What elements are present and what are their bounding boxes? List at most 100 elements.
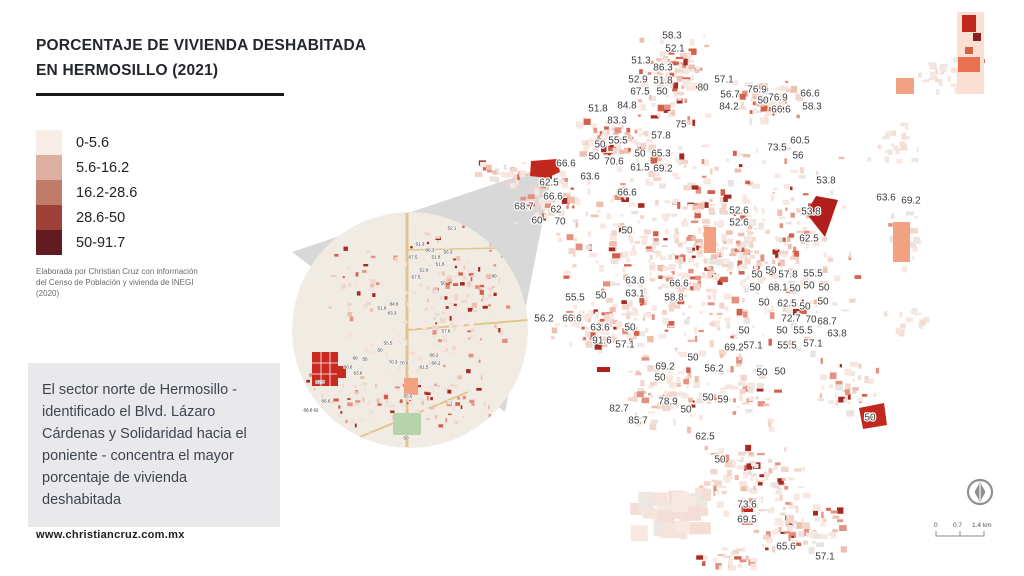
map-value-label: 53.8 (801, 207, 821, 218)
inset-value-label: 80 (491, 274, 497, 279)
map-value-label: 56.2 (534, 314, 554, 325)
map-value-label: 91.6 (592, 336, 612, 347)
scale-tick-0: 0 (934, 522, 938, 529)
map-value-label: 50 (749, 283, 761, 294)
inset-value-label: 67.5 (409, 255, 418, 260)
map-value-label: 50 (634, 149, 646, 160)
map-value-label: 67.5 (630, 87, 650, 98)
inset-value-label: 70.3 (389, 360, 398, 365)
legend: 0-5.6 5.6-16.2 16.2-28.6 28.6-50 50-91.7 (36, 130, 137, 255)
map-value-label: 75 (675, 120, 687, 131)
inset-value-label: 66.6 (322, 399, 331, 404)
inset-value-label: 66.6 (344, 365, 353, 370)
map-value-label: 50 (654, 373, 666, 384)
map-value-label: 52.1 (665, 44, 685, 55)
map-value-label: 50 (776, 326, 788, 337)
map-value-label: 55.5 (803, 269, 823, 280)
map-value-label: 58.8 (664, 293, 684, 304)
inset-value-label: 51.8 (436, 262, 445, 267)
inset-value-label: 51.8 (432, 255, 441, 260)
map-value-label: 76.9 (768, 93, 788, 104)
map-value-label: 51.3 (631, 56, 651, 67)
map-value-label: 62.5 (695, 432, 715, 443)
legend-item: 28.6-50 (36, 205, 137, 230)
page-title: PORCENTAJE DE VIVIENDA DESHABITADA EN HE… (36, 34, 366, 84)
map-value-label: 84.8 (617, 101, 637, 112)
map-value-label: 50 (738, 326, 750, 337)
north-compass-icon (966, 478, 994, 506)
legend-label: 0-5.6 (76, 134, 110, 151)
inset-value-label: 61.5 (420, 365, 429, 370)
map-value-label: 57.1 (714, 75, 734, 86)
map-value-label: 65.6 (776, 542, 796, 553)
map-value-label: 61.5 (630, 163, 650, 174)
scale-tick-end: 1.4 km (972, 522, 992, 529)
map-value-label: 50 (751, 270, 763, 281)
map-value-label: 63.8 (827, 329, 847, 340)
legend-item: 0-5.6 (36, 130, 137, 155)
map-value-label: 50 (680, 405, 692, 416)
map-value-label: 50 (588, 152, 600, 163)
title-line-2: EN HERMOSILLO (2021) (36, 61, 219, 79)
legend-swatch (36, 180, 62, 205)
map-value-label: 63.6 (580, 172, 600, 183)
inset-value-label: 55 (362, 357, 368, 362)
map-value-label: 76.9 (747, 85, 767, 96)
map-value-label: 50 (789, 284, 801, 295)
map-value-label: 73.6 (737, 500, 757, 511)
map-value-label: 73.5 (767, 143, 787, 154)
inset-value-label: 51.3 (416, 242, 425, 247)
map-value-label: 69.2 (901, 196, 921, 207)
map-value-label: 57.1 (803, 339, 823, 350)
inset-value-label: 84.8 (390, 302, 399, 307)
inset-value-label: 67.5 (412, 275, 421, 280)
map-value-label: 50 (656, 87, 668, 98)
map-value-label: 50 (621, 226, 633, 237)
map-value-label: 69.2 (724, 343, 744, 354)
map-value-label: 60.5 (790, 136, 810, 147)
map-value-label: 83.3 (607, 116, 627, 127)
map-value-label: 56.7 (720, 90, 740, 101)
map-value-label: 57.8 (778, 270, 798, 281)
inset-value-label: 68.2 (432, 361, 441, 366)
inset-value-label: 83.3 (388, 311, 397, 316)
scale-tick-middle: 0.7 (953, 522, 962, 529)
map-value-label: 69.5 (737, 515, 757, 526)
legend-item: 50-91.7 (36, 230, 137, 255)
map-value-label: 56.2 (704, 364, 724, 375)
map-value-label: 55.5 (608, 136, 628, 147)
map-value-label: 62.5 (539, 178, 559, 189)
inset-magnifier-circle (292, 212, 528, 448)
legend-swatch (36, 230, 62, 255)
map-value-label: 57.1 (743, 341, 763, 352)
map-value-label: 68.7 (817, 317, 837, 328)
map-value-label: 50 (817, 297, 829, 308)
map-value-label: 50 (756, 368, 768, 379)
map-value-label: 68.7 (514, 202, 534, 213)
map-value-label: 62 (550, 205, 562, 216)
map-value-label: 66.6 (556, 159, 576, 170)
map-value-label: 50 (757, 96, 769, 107)
legend-label: 28.6-50 (76, 209, 126, 226)
map-value-label: 57.1 (815, 552, 835, 563)
map-value-label: 50 (803, 281, 815, 292)
title-underline (36, 93, 284, 96)
website-link[interactable]: www.christiancruz.com.mx (36, 529, 185, 541)
map-value-label: 82.7 (609, 404, 629, 415)
inset-value-label: 62.5 (316, 380, 325, 385)
title-line-1: PORCENTAJE DE VIVIENDA DESHABITADA (36, 37, 367, 54)
map-value-label: 57.8 (651, 131, 671, 142)
map-value-label: 58.3 (662, 31, 682, 42)
map-value-label: 50 (799, 302, 811, 313)
map-value-label: 50 (818, 283, 830, 294)
legend-swatch (36, 130, 62, 155)
map-value-label: 50 (594, 140, 606, 151)
map-value-label: 51.8 (588, 104, 608, 115)
map-value-label: 63.6 (590, 323, 610, 334)
inset-value-label: 55.5 (384, 341, 393, 346)
map-value-label: 72.7 (781, 314, 801, 325)
inset-value-label: 50 (377, 348, 383, 353)
map-value-label: 50 (687, 353, 699, 364)
map-value-label: 62.5 (799, 234, 819, 245)
